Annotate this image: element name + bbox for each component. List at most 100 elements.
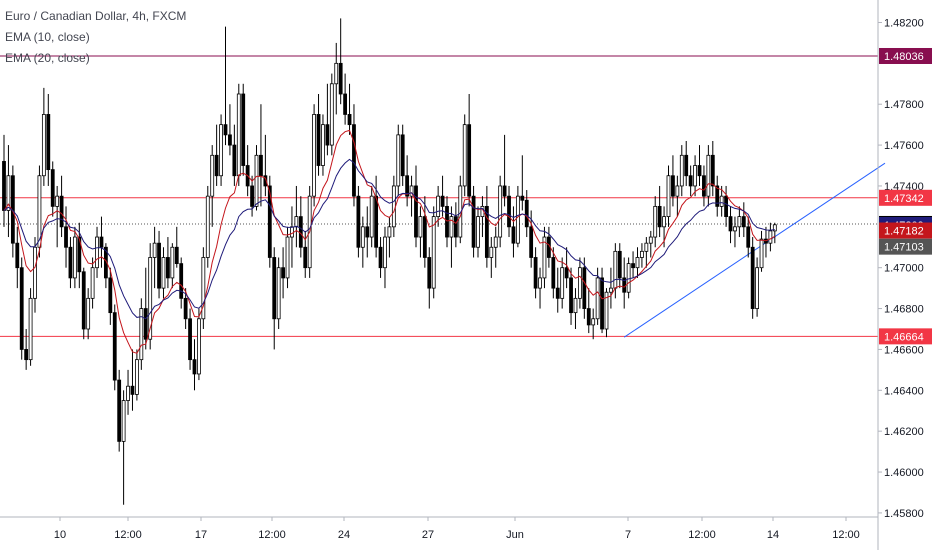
candle-body xyxy=(626,263,631,293)
candle-body xyxy=(591,318,596,326)
candle-body xyxy=(81,271,86,330)
ema-10-line xyxy=(3,129,776,354)
candle-body xyxy=(719,195,724,207)
candle-body xyxy=(569,277,573,314)
price-label: 1.46664 xyxy=(884,331,924,343)
candle-body xyxy=(653,205,658,238)
y-tick-label: 1.47800 xyxy=(884,99,924,111)
candle-body xyxy=(746,226,751,248)
candle-body xyxy=(418,216,423,238)
x-tick-label: 14 xyxy=(767,529,779,541)
candle-body xyxy=(462,124,467,187)
candle-body xyxy=(37,175,42,248)
candle-body xyxy=(183,297,188,320)
candle-body xyxy=(2,161,6,211)
candle-body xyxy=(604,291,609,330)
candle-body xyxy=(538,277,542,289)
candle-body xyxy=(157,242,161,289)
candle-body xyxy=(130,385,135,395)
candle-body xyxy=(427,257,432,289)
candle-body xyxy=(675,185,680,197)
candle-body xyxy=(99,236,104,248)
candle-body xyxy=(108,277,113,314)
candle-body xyxy=(143,308,148,340)
candle-body xyxy=(635,257,640,269)
candle-body xyxy=(214,154,219,177)
candle-body xyxy=(59,195,64,228)
candle-body xyxy=(24,349,29,361)
candle-body xyxy=(710,154,715,187)
candle-body xyxy=(750,246,755,309)
candle-body xyxy=(236,93,241,177)
x-tick-label: Jun xyxy=(506,529,524,541)
candle-body xyxy=(586,308,591,326)
candle-body xyxy=(188,318,192,361)
candle-body xyxy=(772,224,777,232)
candle-body xyxy=(290,226,294,238)
candle-body xyxy=(693,165,697,187)
candle-body xyxy=(542,236,547,279)
y-tick-label: 1.46000 xyxy=(884,467,924,479)
candle-body xyxy=(46,114,51,171)
candle-body xyxy=(387,226,392,238)
price-label: 1.47342 xyxy=(884,193,924,205)
candle-body xyxy=(174,246,179,265)
candle-body xyxy=(702,175,706,197)
candle-body xyxy=(68,246,73,279)
candle-body xyxy=(582,267,587,309)
legend-ema10: EMA (10, close) xyxy=(5,30,90,44)
candle-body xyxy=(666,175,671,218)
candle-body xyxy=(303,246,308,269)
candle-body xyxy=(356,195,361,248)
candle-body xyxy=(117,379,122,442)
candle-body xyxy=(321,124,325,166)
trendline[interactable] xyxy=(623,162,886,338)
candle-body xyxy=(648,236,653,244)
candle-body xyxy=(95,236,99,269)
candle-body xyxy=(347,114,352,126)
y-tick-label: 1.45800 xyxy=(884,508,924,520)
candle-body xyxy=(192,359,197,375)
candle-body xyxy=(55,195,60,207)
candle-body xyxy=(471,195,476,248)
candle-body xyxy=(383,236,387,269)
price-label-box xyxy=(879,238,932,255)
candle-body xyxy=(515,195,520,244)
candle-body xyxy=(112,312,117,381)
x-tick-label: 27 xyxy=(422,529,434,541)
candle-body xyxy=(170,246,175,279)
candle-body xyxy=(520,195,525,201)
candle-body xyxy=(338,62,343,95)
candle-body xyxy=(657,205,662,228)
candle-body xyxy=(241,93,246,166)
candle-body xyxy=(524,199,529,228)
candle-body xyxy=(733,226,737,232)
candle-body xyxy=(679,154,684,187)
candle-body xyxy=(197,318,201,375)
candle-body xyxy=(405,175,410,197)
price-label-box xyxy=(879,47,932,64)
candle-body xyxy=(276,267,281,320)
candle-body xyxy=(511,226,516,244)
candle-body xyxy=(294,216,299,228)
candle-body xyxy=(223,124,228,136)
candle-body xyxy=(139,308,144,361)
price-label: 1.47182 xyxy=(884,226,924,238)
candle-body xyxy=(232,144,237,177)
candle-body xyxy=(228,134,232,146)
candle-body xyxy=(507,195,511,228)
candle-body xyxy=(179,263,184,299)
candle-body xyxy=(374,195,379,248)
candle-body xyxy=(103,246,108,279)
candle-body xyxy=(551,257,556,289)
candle-body xyxy=(126,385,130,401)
candle-body xyxy=(72,236,77,279)
candle-body xyxy=(152,242,157,258)
candle-body xyxy=(263,175,268,187)
y-tick-label: 1.46400 xyxy=(884,385,924,397)
candle-body xyxy=(166,257,170,279)
candle-body xyxy=(41,114,46,177)
candle-body xyxy=(15,242,20,269)
